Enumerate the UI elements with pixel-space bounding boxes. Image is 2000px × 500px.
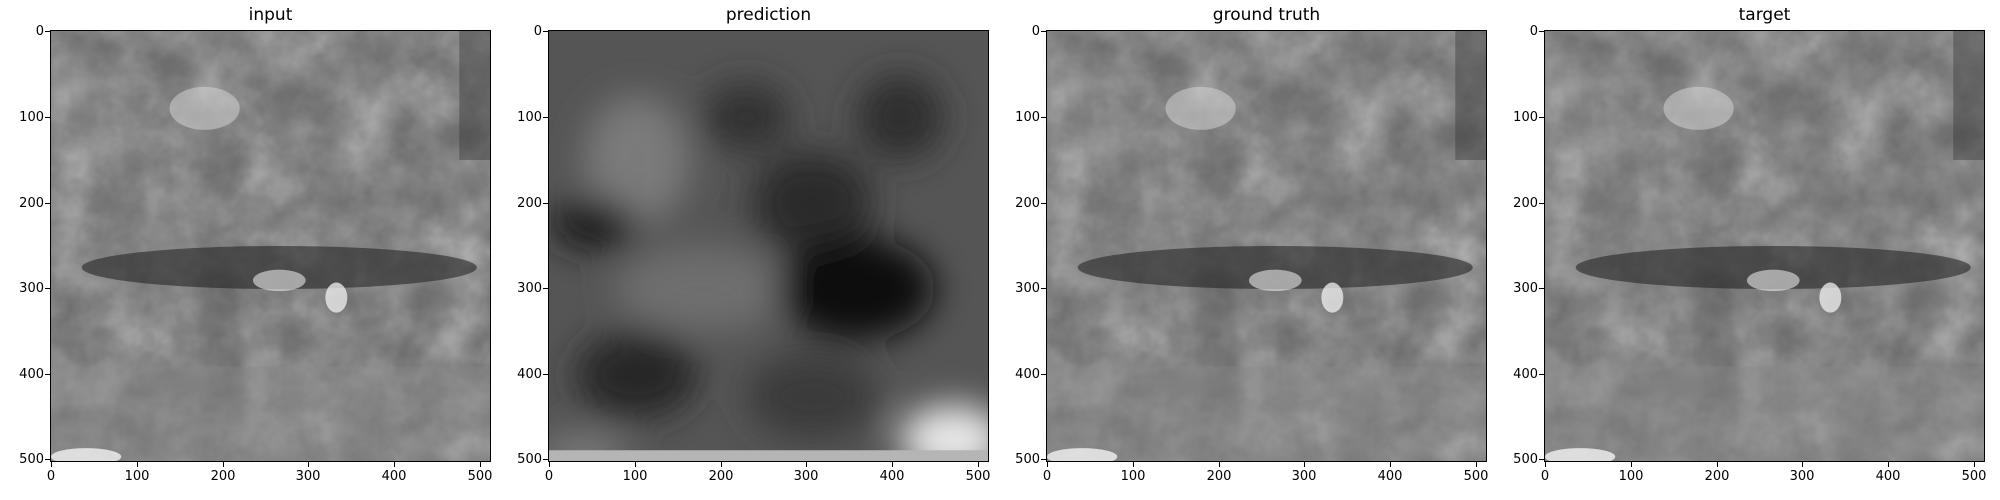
- y-tick: 100: [19, 110, 44, 125]
- panel-title: target: [1738, 5, 1791, 25]
- x-tick: 500: [965, 469, 991, 484]
- x-tick: 400: [1377, 469, 1403, 484]
- x-tick: 100: [622, 469, 648, 484]
- x-tick: 400: [1875, 469, 1901, 484]
- y-tick: 300: [1513, 281, 1538, 296]
- panel-input: input: [0, 0, 492, 500]
- x-tick: 300: [1291, 469, 1317, 484]
- x-tick: 100: [124, 469, 150, 484]
- x-tick: 100: [1120, 469, 1146, 484]
- x-tick: 0: [544, 469, 554, 484]
- y-tick: 400: [1513, 367, 1538, 382]
- texture-image: [1545, 31, 1984, 461]
- x-tick: 300: [793, 469, 819, 484]
- image-prediction: [548, 30, 989, 462]
- y-tick: 400: [517, 367, 542, 382]
- x-tick: 400: [381, 469, 407, 484]
- y-tick: 200: [1015, 196, 1040, 211]
- x-tick: 300: [1789, 469, 1815, 484]
- blurred-image: [549, 31, 988, 461]
- y-tick: 200: [19, 196, 44, 211]
- y-tick: 400: [1015, 367, 1040, 382]
- y-tick: 100: [1015, 110, 1040, 125]
- y-tick: 0: [1529, 24, 1538, 39]
- x-tick: 500: [467, 469, 493, 484]
- panel-title: prediction: [725, 5, 812, 25]
- panel-title: input: [248, 5, 293, 25]
- panel-target: target: [1494, 0, 1986, 500]
- y-tick: 0: [35, 24, 44, 39]
- x-tick: 500: [1463, 469, 1489, 484]
- texture-image: [51, 31, 490, 461]
- y-tick: 500: [19, 452, 44, 467]
- y-tick: 300: [1015, 281, 1040, 296]
- x-tick: 200: [210, 469, 236, 484]
- y-tick: 500: [1015, 452, 1040, 467]
- y-tick: 0: [1031, 24, 1040, 39]
- x-tick: 100: [1618, 469, 1644, 484]
- x-tick: 400: [879, 469, 905, 484]
- image-ground-truth: [1046, 30, 1487, 462]
- y-tick: 500: [1513, 452, 1538, 467]
- y-tick: 100: [517, 110, 542, 125]
- y-tick: 100: [1513, 110, 1538, 125]
- image-target: [1544, 30, 1985, 462]
- image-input: [50, 30, 491, 462]
- x-tick: 0: [46, 469, 56, 484]
- x-tick: 0: [1540, 469, 1550, 484]
- x-tick: 200: [1704, 469, 1730, 484]
- x-tick: 0: [1042, 469, 1052, 484]
- y-tick: 300: [517, 281, 542, 296]
- panel-ground-truth: ground truth: [996, 0, 1488, 500]
- panel-prediction: prediction: [498, 0, 990, 500]
- x-tick: 200: [1206, 469, 1232, 484]
- y-tick: 200: [517, 196, 542, 211]
- x-tick: 200: [708, 469, 734, 484]
- panel-title: ground truth: [1212, 5, 1321, 25]
- y-tick: 400: [19, 367, 44, 382]
- y-tick: 200: [1513, 196, 1538, 211]
- y-tick: 0: [533, 24, 542, 39]
- y-tick: 500: [517, 452, 542, 467]
- x-tick: 500: [1961, 469, 1987, 484]
- y-tick: 300: [19, 281, 44, 296]
- x-tick: 300: [295, 469, 321, 484]
- texture-image: [1047, 31, 1486, 461]
